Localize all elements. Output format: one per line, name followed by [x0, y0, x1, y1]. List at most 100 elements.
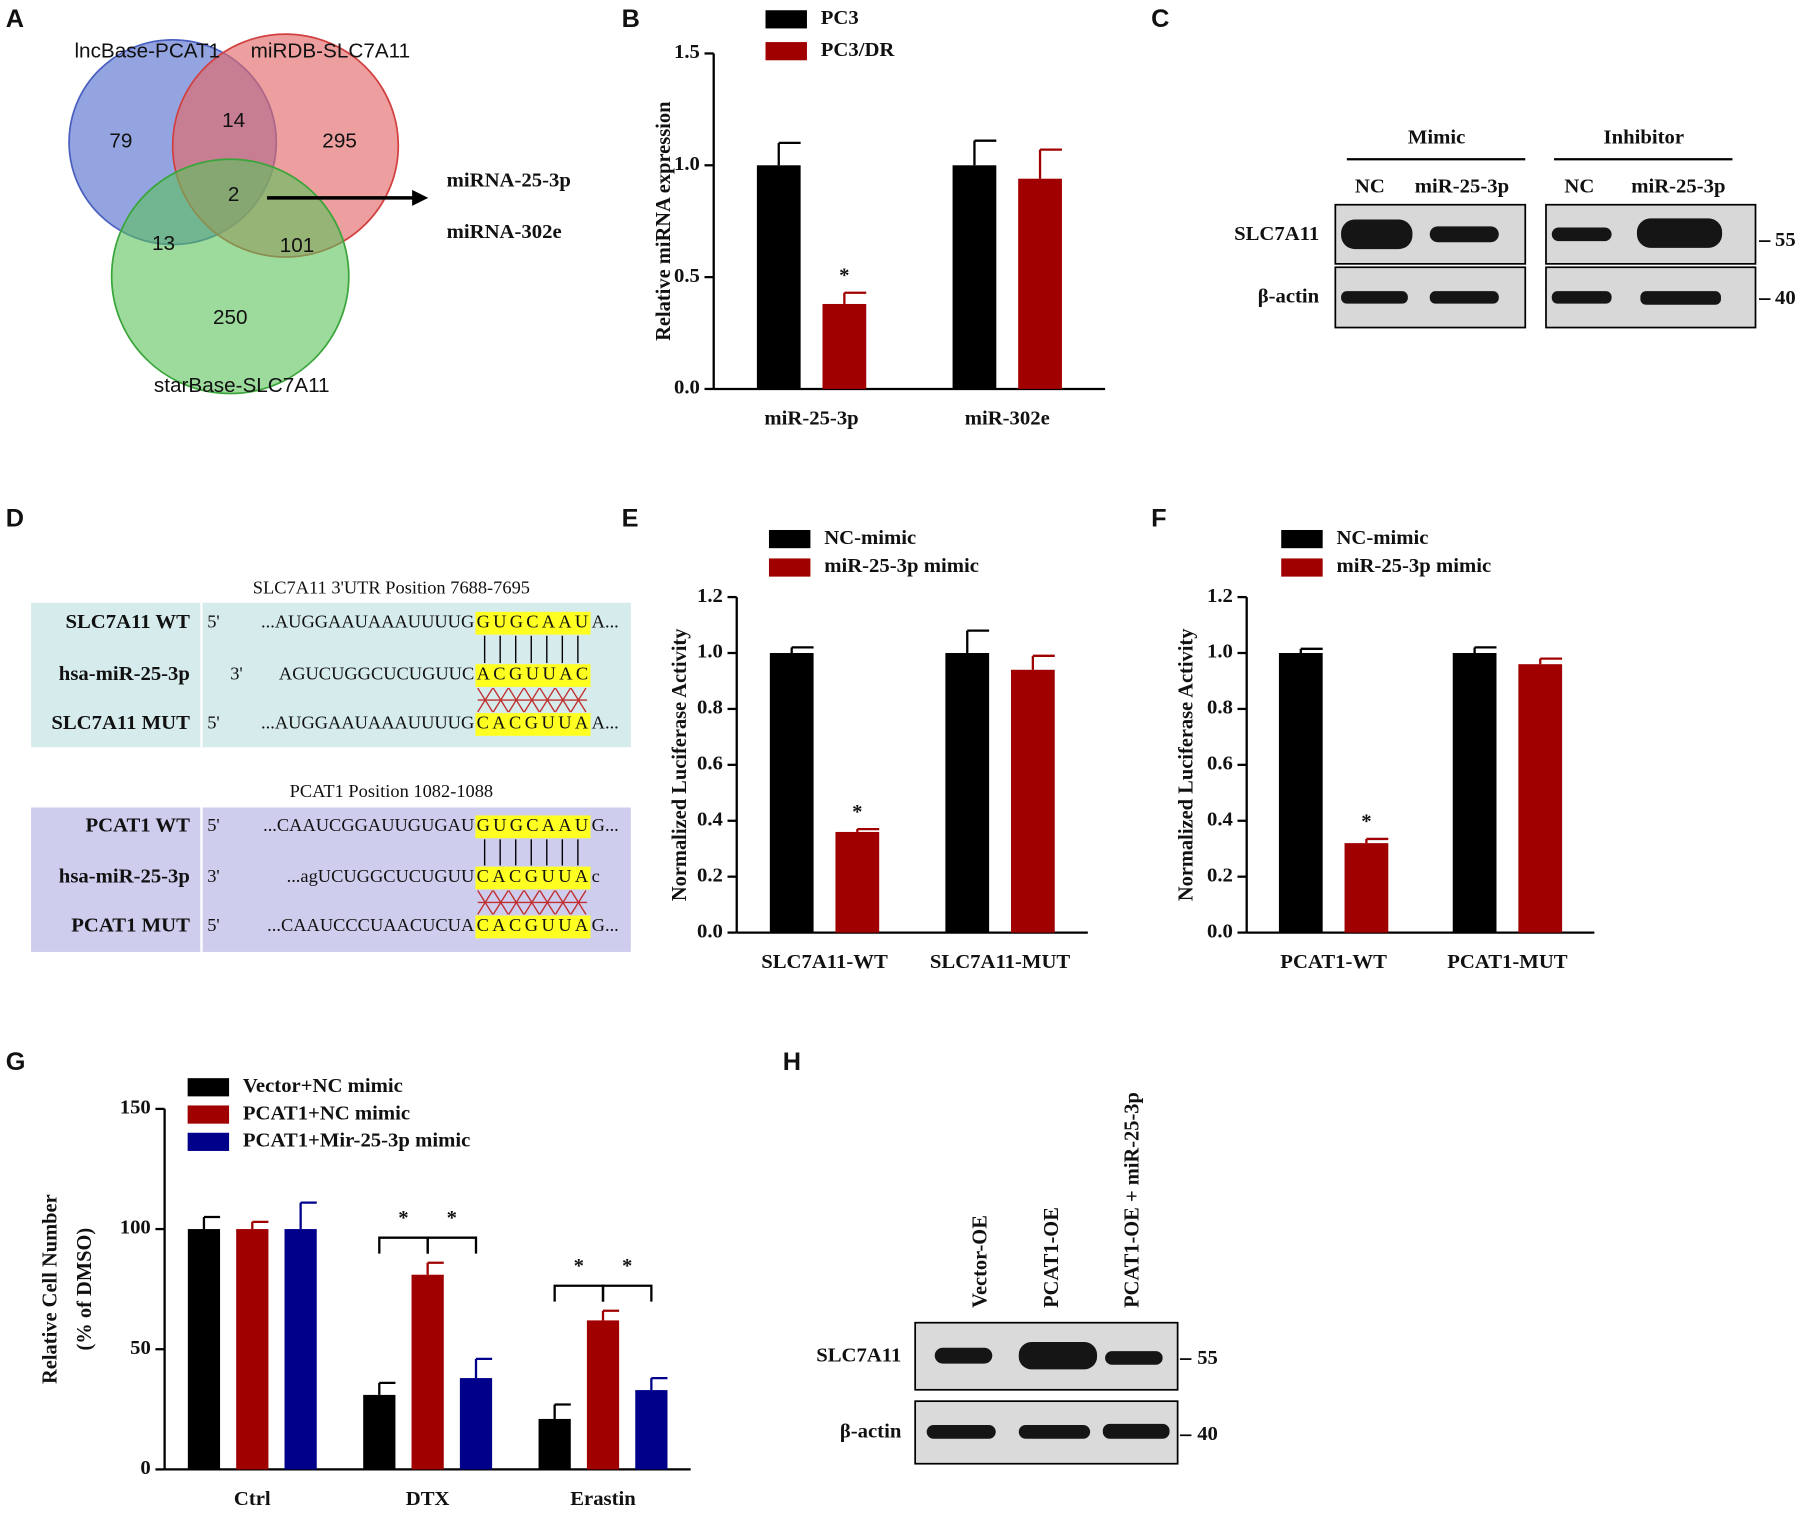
- bar: [1518, 664, 1563, 933]
- legend-label: NC-mimic: [824, 527, 916, 549]
- y-tick-label: 0.8: [697, 697, 723, 719]
- comparison-label: *: [447, 1207, 457, 1229]
- panel-letter: D: [6, 505, 24, 533]
- set-label: miRDB-SLC7A11: [251, 40, 411, 63]
- band: [1341, 291, 1408, 304]
- binding-site: CACGUUA: [477, 915, 589, 935]
- bar: [1018, 178, 1062, 389]
- sequence: ...agUCUGGCUCUGUU: [287, 866, 475, 886]
- y-tick-label: 1.5: [674, 41, 700, 63]
- group-label: Inhibitor: [1604, 127, 1685, 149]
- bar: [236, 1229, 269, 1470]
- sequence: G...: [592, 815, 619, 835]
- y-tick-label: 100: [120, 1217, 151, 1239]
- x-tick-label: DTX: [406, 1488, 450, 1510]
- bar: [1010, 669, 1055, 933]
- result-label: miRNA-302e: [447, 221, 562, 243]
- lane-label: miR-25-3p: [1415, 175, 1509, 197]
- y-axis-label: Relative miRNA expression: [653, 101, 675, 341]
- y-tick-label: 0.0: [697, 920, 723, 942]
- sequence: ...CAAUCCCUAACUCUA: [267, 915, 475, 935]
- legend-label: miR-25-3p mimic: [824, 555, 979, 577]
- lane-label: miR-25-3p: [1631, 175, 1725, 197]
- set-label: starBase-SLC7A11: [154, 374, 330, 397]
- x-tick-label: Ctrl: [234, 1488, 271, 1510]
- region-count: 250: [213, 306, 248, 329]
- significance: *: [852, 801, 862, 823]
- band: [934, 1347, 993, 1364]
- strand-end: 5': [207, 815, 220, 835]
- band: [1640, 291, 1721, 305]
- region-count: 13: [152, 232, 175, 255]
- binding-site: CACGUUA: [477, 713, 589, 733]
- x-tick-label: SLC7A11-MUT: [930, 951, 1071, 973]
- comparison-bracket: [601, 1284, 653, 1302]
- band: [1018, 1342, 1098, 1370]
- binding-site: ACGUUAC: [477, 664, 589, 684]
- sequence-label: PCAT1 WT: [85, 815, 190, 837]
- error-bar: [973, 139, 997, 166]
- panel-letter: A: [6, 5, 24, 33]
- error-bar: [1031, 654, 1055, 670]
- bands: [926, 1342, 1170, 1439]
- row-label: SLC7A11: [816, 1345, 901, 1367]
- bar: [835, 831, 880, 933]
- band: [1551, 291, 1612, 304]
- comparison-label: *: [398, 1207, 408, 1229]
- y-tick-label: 1.0: [674, 153, 700, 175]
- bar: [1452, 653, 1497, 933]
- bar: [411, 1274, 444, 1470]
- region-count: 101: [280, 234, 315, 257]
- bar: [284, 1229, 317, 1470]
- band: [1636, 218, 1723, 248]
- y-tick-label: 0.6: [1207, 753, 1233, 775]
- comparison-label: *: [574, 1255, 584, 1277]
- legend-swatch: [1281, 529, 1323, 549]
- sequence: A...: [592, 612, 619, 632]
- x-tick-label: PCAT1-WT: [1280, 951, 1387, 973]
- legend-swatch: [187, 1078, 230, 1097]
- legend-label: PC3: [821, 7, 859, 29]
- sequence: G...: [592, 915, 619, 935]
- sequence-label: hsa-miR-25-3p: [59, 866, 190, 888]
- band: [1551, 227, 1612, 242]
- error-bar: [1038, 148, 1062, 179]
- lane-label: PCAT1-OE + miR-25-3p: [1122, 1092, 1144, 1308]
- y-tick-label: 0.5: [674, 265, 700, 287]
- legend-swatch: [187, 1132, 230, 1151]
- strand-end: 5': [207, 713, 220, 733]
- panel-letter: C: [1151, 5, 1169, 33]
- error-bar: [474, 1357, 493, 1379]
- sequence: AGUCUGGCUCUGUUC: [279, 664, 474, 684]
- y-axis-label: (% of DMSO): [74, 1228, 96, 1351]
- bar: [586, 1320, 620, 1470]
- sequence-title: PCAT1 Position 1082-1088: [290, 781, 494, 801]
- band: [926, 1425, 996, 1439]
- legend-label: PCAT1+Mir-25-3p mimic: [243, 1130, 470, 1152]
- sequence-label: PCAT1 MUT: [71, 915, 190, 937]
- comparison-bracket: [426, 1236, 478, 1254]
- band: [1429, 226, 1499, 243]
- lane-label: Vector-OE: [970, 1215, 992, 1308]
- comparison-label: *: [622, 1255, 632, 1277]
- strand-end: 3': [207, 866, 220, 886]
- bar: [363, 1394, 396, 1470]
- legend-swatch: [768, 558, 811, 577]
- panel-letter: H: [783, 1048, 801, 1076]
- venn-arrow-head: [412, 189, 429, 206]
- sequence: ...AUGGAAUAAAUUUUG: [261, 713, 474, 733]
- site-highlight: [475, 611, 591, 635]
- legend-swatch: [768, 529, 811, 549]
- y-tick-label: 1.2: [697, 585, 723, 607]
- bar: [952, 165, 997, 389]
- sequence-label: SLC7A11 WT: [65, 611, 190, 633]
- legend-swatch: [187, 1105, 230, 1124]
- y-axis-label: Normalized Luciferase Activity: [669, 628, 691, 901]
- panel-letter: E: [622, 505, 639, 533]
- marker-label: 40: [1775, 287, 1796, 309]
- strand-end: 5': [207, 915, 220, 935]
- bar: [756, 165, 801, 389]
- venn-circles: [68, 33, 400, 395]
- error-bar: [777, 141, 801, 166]
